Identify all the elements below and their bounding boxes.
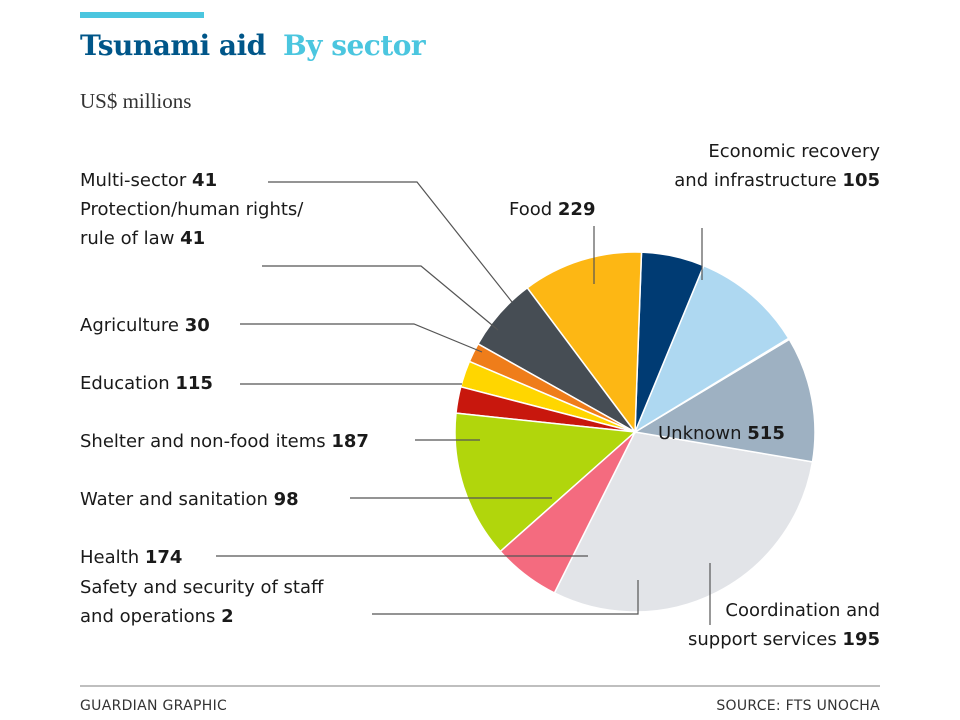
leader-line-multi-sector (268, 181, 513, 303)
chart-title-accent: By sector (283, 29, 427, 62)
slice-label-name: rule of law (80, 228, 180, 249)
slice-label-value: 2 (221, 606, 234, 627)
slice-label-economic-recovery: Economic recovery and infrastructure 105 (674, 141, 880, 191)
slice-label-safety-and-security-of-staff: Safety and security of staff and operatio… (80, 577, 324, 627)
slice-label-name: Health (80, 547, 145, 568)
footer-credit: GUARDIAN GRAPHIC (80, 698, 227, 714)
slice-label-value: 30 (185, 315, 210, 336)
slice-label-water-and-sanitation: Water and sanitation 98 (80, 489, 299, 510)
slice-label-text: support services 195 (688, 629, 880, 650)
pie-slice-food (454, 412, 637, 553)
slice-label-text: Food 229 (509, 199, 595, 220)
slice-label-name: Food (509, 199, 558, 220)
slice-label-food: Food 229 (509, 199, 595, 220)
slice-label-value: 229 (558, 199, 596, 220)
slice-label-value: 195 (842, 629, 880, 650)
slice-label-value: 41 (192, 170, 217, 191)
chart-subtitle: US$ millions (80, 89, 191, 113)
top-accent-rule (80, 12, 204, 18)
slice-label-text: Unknown 515 (658, 423, 785, 444)
slice-label-name: support services (688, 629, 842, 650)
slice-label-protection-human-rights: Protection/human rights/rule of law 41 (80, 199, 304, 249)
slice-label-value: 515 (747, 423, 785, 444)
chart-title: Tsunami aid By sector (80, 29, 427, 62)
slice-label-text: and operations 2 (80, 606, 234, 627)
slice-label-text: Coordination and (725, 600, 880, 621)
slice-label-text: Education 115 (80, 373, 213, 394)
slice-label-text: Shelter and non-food items 187 (80, 431, 369, 452)
slice-label-text: Multi-sector 41 (80, 170, 217, 191)
slice-label-unknown: Unknown 515 (658, 423, 785, 444)
slice-label-agriculture: Agriculture 30 (80, 315, 210, 336)
slice-label-education: Education 115 (80, 373, 213, 394)
slice-label-text: Safety and security of staff (80, 577, 324, 598)
leader-line-agriculture (240, 323, 483, 353)
slice-label-text: and infrastructure 105 (674, 170, 880, 191)
slice-label-name: and operations (80, 606, 221, 627)
slice-label-name: Water and sanitation (80, 489, 274, 510)
slice-label-value: 174 (145, 547, 183, 568)
pie-slice-health (633, 264, 790, 434)
slice-label-text: Agriculture 30 (80, 315, 210, 336)
slice-label-name: Agriculture (80, 315, 185, 336)
pie-slice-unknown (553, 431, 814, 613)
leader-lines (216, 181, 711, 625)
leader-line-protection-human-rights (262, 265, 499, 331)
slice-label-value: 105 (842, 170, 880, 191)
slice-label-text: Water and sanitation 98 (80, 489, 299, 510)
slice-label-value: 98 (274, 489, 299, 510)
slice-label-health: Health 174 (80, 547, 182, 568)
slice-label-name: Unknown (658, 423, 747, 444)
slice-label-value: 41 (180, 228, 205, 249)
leader-line-safety-and-security-of-staff (372, 580, 639, 615)
slice-label-text: Economic recovery (708, 141, 880, 162)
slice-label-text: rule of law 41 (80, 228, 205, 249)
slice-label-name: and infrastructure (674, 170, 842, 191)
slice-label-value: 115 (175, 373, 213, 394)
footer-source: SOURCE: FTS UNOCHA (716, 698, 880, 714)
slice-label-text: Health 174 (80, 547, 182, 568)
pie-slice-shelter-and-non-food-items (526, 251, 643, 435)
slice-label-text: Protection/human rights/ (80, 199, 304, 220)
slice-label-name: Education (80, 373, 175, 394)
chart-title-main: Tsunami aid (80, 29, 266, 62)
slice-label-multi-sector: Multi-sector 41 (80, 170, 217, 191)
pie-slice-coordination-and (632, 338, 816, 463)
slice-labels: Unknown 515 Coordination and support servi… (80, 141, 880, 650)
pie-slice-economic-recovery (499, 431, 636, 594)
slice-label-coordination-and: Coordination and support services 195 (688, 600, 880, 650)
pie-slices (454, 251, 816, 613)
slice-label-value: 187 (331, 431, 369, 452)
slice-label-shelter-and-non-food-items: Shelter and non-food items 187 (80, 431, 369, 452)
slice-label-name: Multi-sector (80, 170, 192, 191)
slice-label-name: Shelter and non-food items (80, 431, 331, 452)
